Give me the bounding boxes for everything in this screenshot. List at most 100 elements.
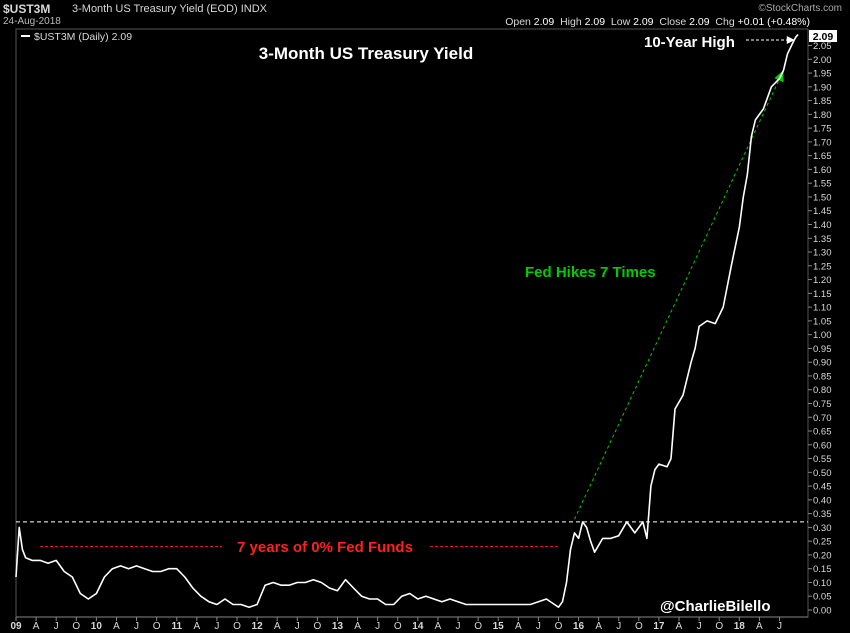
y-tick-label: 0.85 <box>813 371 832 382</box>
x-tick-label: O <box>313 621 321 632</box>
close-label: Close <box>659 16 687 28</box>
y-tick-label: 0.20 <box>813 550 832 561</box>
y-tick-label: 1.95 <box>813 69 832 80</box>
watermark: @CharlieBilello <box>660 598 771 615</box>
y-tick-label: 0.65 <box>813 427 832 438</box>
y-tick-label: 0.05 <box>813 592 832 603</box>
y-tick-label: 1.10 <box>813 303 832 314</box>
x-tick-label: 09 <box>10 621 22 632</box>
low-label: Low <box>610 16 631 28</box>
y-tick-label: 1.25 <box>813 261 832 272</box>
chart-date: 24-Aug-2018 <box>3 16 61 27</box>
y-tick-label: 1.30 <box>813 248 832 259</box>
open-label: Open <box>505 16 531 28</box>
x-tick-label: 14 <box>412 621 424 632</box>
hike-arrow-line <box>574 70 784 520</box>
y-tick-label: 0.95 <box>813 344 832 355</box>
open-value: 2.09 <box>533 16 555 28</box>
y-tick-label: 1.35 <box>813 234 832 245</box>
x-tick-label: 11 <box>171 621 182 632</box>
low-value: 2.09 <box>633 16 654 28</box>
x-tick-label: 16 <box>573 621 585 632</box>
y-tick-label: 0.60 <box>813 440 832 451</box>
exchange-text: INDX <box>240 3 268 15</box>
x-tick-label: A <box>595 621 602 632</box>
y-tick-label: 2.00 <box>813 55 832 66</box>
last-value-badge-text: 2.09 <box>813 31 834 43</box>
chg-value: +0.01 (+0.48%) <box>737 16 810 28</box>
y-tick-label: 0.90 <box>813 358 832 369</box>
y-tick-label: 0.80 <box>813 385 832 396</box>
ohlc-readout: Open 2.09 High 2.09 Low 2.09 Close 2.09 … <box>505 16 810 28</box>
x-tick-label: 12 <box>252 621 264 632</box>
y-tick-label: 1.85 <box>813 96 832 107</box>
x-tick-label: A <box>354 621 361 632</box>
y-tick-label: 0.25 <box>813 537 832 548</box>
symbol-description: 3-Month US Treasury Yield (EOD) INDX <box>72 3 267 15</box>
x-tick-label: J <box>536 621 541 632</box>
x-tick-label: 15 <box>493 621 505 632</box>
y-tick-label: 0.40 <box>813 495 832 506</box>
y-tick-label: 1.90 <box>813 82 832 93</box>
y-tick-label: 1.50 <box>813 192 832 203</box>
symbol: $UST3M <box>3 2 50 16</box>
y-tick-label: 1.55 <box>813 179 832 190</box>
annotation-fed-hikes: Fed Hikes 7 Times <box>525 264 656 281</box>
x-tick-label: 17 <box>653 621 665 632</box>
chart-title: 3-Month US Treasury Yield <box>259 44 473 63</box>
x-tick-label: O <box>153 621 161 632</box>
y-tick-label: 0.30 <box>813 523 832 534</box>
y-tick-label: 1.15 <box>813 289 832 300</box>
y-tick-label: 1.20 <box>813 275 832 286</box>
x-tick-label: J <box>214 621 219 632</box>
brand-label: ©StockCharts.com <box>758 3 842 14</box>
x-tick-label: O <box>715 621 723 632</box>
y-tick-label: 1.70 <box>813 137 832 148</box>
y-tick-label: 0.35 <box>813 509 832 520</box>
x-tick-label: 18 <box>734 621 746 632</box>
x-tick-label: A <box>756 621 763 632</box>
y-tick-label: 1.75 <box>813 124 832 135</box>
y-tick-label: 1.40 <box>813 220 832 231</box>
y-tick-label: 0.15 <box>813 564 832 575</box>
x-tick-label: O <box>555 621 563 632</box>
y-tick-label: 0.50 <box>813 468 832 479</box>
y-tick-label: 1.05 <box>813 316 832 327</box>
high-arrow-head <box>786 36 795 45</box>
annotation-zero-fed-funds: 7 years of 0% Fed Funds <box>237 539 413 556</box>
reference-lines <box>16 36 808 548</box>
y-tick-label: 0.00 <box>813 606 832 617</box>
symbol-text: $UST3M <box>3 2 51 16</box>
x-tick-label: J <box>134 621 139 632</box>
annotation-10-year-high: 10-Year High <box>644 34 735 51</box>
y-tick-label: 0.55 <box>813 454 832 465</box>
x-tick-label: J <box>54 621 59 632</box>
y-tick-label: 1.45 <box>813 206 832 217</box>
high-label: High <box>560 16 582 28</box>
close-value: 2.09 <box>689 16 710 28</box>
x-tick-label: J <box>777 621 782 632</box>
x-tick-label: J <box>375 621 380 632</box>
x-tick-label: A <box>113 621 120 632</box>
y-tick-label: 1.80 <box>813 110 832 121</box>
x-tick-label: A <box>193 621 200 632</box>
y-tick-label: 0.10 <box>813 578 832 589</box>
y-tick-label: 2.05 <box>813 41 832 52</box>
annotations: 10-Year High Fed Hikes 7 Times 7 years o… <box>222 34 735 557</box>
x-tick-label: A <box>435 621 442 632</box>
series-line-ust3m <box>15 33 799 608</box>
y-tick-label: 0.70 <box>813 413 832 424</box>
x-tick-label: A <box>274 621 281 632</box>
x-tick-label: O <box>394 621 402 632</box>
y-axis: 0.00 0.05 0.10 0.15 0.20 0.25 0.30 0.35 0.40 0.45… <box>808 41 832 617</box>
y-tick-label: 1.65 <box>813 151 832 162</box>
x-tick-label: J <box>295 621 300 632</box>
x-tick-label: O <box>635 621 643 632</box>
last-value-badge-bg <box>809 30 837 42</box>
x-tick-label: O <box>474 621 482 632</box>
x-tick-label: A <box>33 621 40 632</box>
annotation-zero-rate-bg <box>222 537 428 557</box>
last-value-badge: 2.09 <box>809 30 837 43</box>
